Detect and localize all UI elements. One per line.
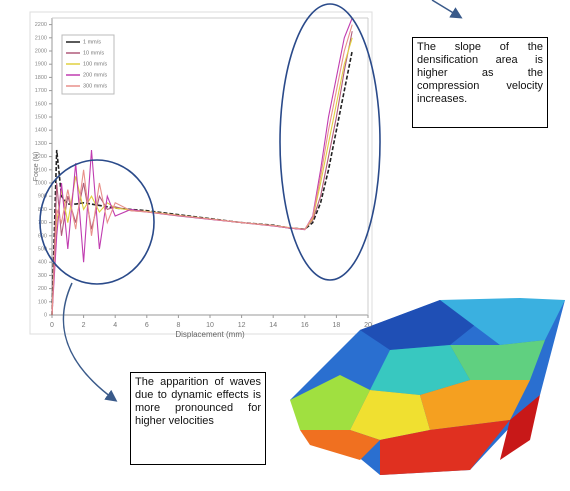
arrow	[432, 0, 460, 17]
y-tick-label: 1800	[35, 75, 47, 81]
y-tick-label: 1700	[35, 88, 47, 94]
y-tick-label: 2000	[35, 48, 47, 54]
y-tick-label: 1900	[35, 62, 47, 68]
y-tick-label: 200	[38, 286, 47, 292]
x-tick-label: 16	[301, 322, 309, 329]
y-tick-label: 2100	[35, 35, 47, 41]
x-tick-label: 0	[50, 322, 54, 329]
x-tick-label: 4	[113, 322, 117, 329]
y-tick-label: 100	[38, 299, 47, 305]
legend-label: 300 mm/s	[83, 83, 107, 89]
annotation-box: The slope of the densification area is h…	[412, 37, 548, 128]
y-tick-label: 1300	[35, 141, 47, 147]
y-tick-label: 1500	[35, 114, 47, 120]
x-tick-label: 20	[364, 322, 372, 329]
x-tick-label: 10	[206, 322, 214, 329]
y-tick-label: 300	[38, 273, 47, 279]
y-tick-label: 2200	[35, 22, 47, 28]
legend-label: 100 mm/s	[83, 61, 107, 67]
x-tick-label: 8	[176, 322, 180, 329]
legend-label: 10 mm/s	[83, 50, 104, 56]
page: {"chart_data": {"type": "line", "xlabel"…	[0, 0, 570, 491]
x-tick-label: 2	[82, 322, 86, 329]
y-tick-label: 0	[44, 312, 47, 318]
y-tick-label: 400	[38, 260, 47, 266]
legend-label: 200 mm/s	[83, 72, 107, 78]
y-axis-label: Force (N)	[33, 152, 40, 182]
legend-label: 1 mm/s	[83, 39, 101, 45]
y-tick-label: 800	[38, 207, 47, 213]
x-tick-label: 12	[238, 322, 246, 329]
annotation-box: The apparition of waves due to dynamic e…	[130, 372, 266, 465]
x-tick-label: 14	[269, 322, 277, 329]
x-axis-label: Displacement (mm)	[175, 330, 245, 339]
x-tick-label: 6	[145, 322, 149, 329]
x-tick-label: 18	[333, 322, 341, 329]
y-tick-label: 700	[38, 220, 47, 226]
y-tick-label: 1600	[35, 101, 47, 107]
y-tick-label: 1400	[35, 128, 47, 134]
